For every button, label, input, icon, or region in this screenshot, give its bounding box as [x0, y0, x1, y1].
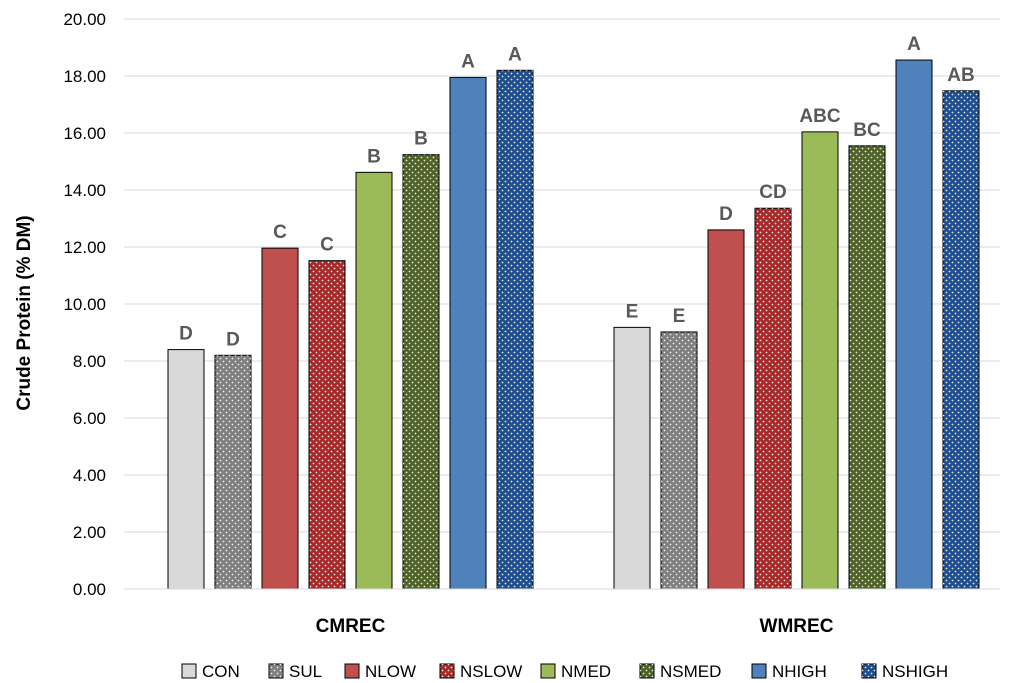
- legend-swatch-pattern-nshigh: [862, 664, 876, 678]
- legend-label-con: CON: [202, 662, 240, 681]
- y-tick-label: 6.00: [73, 409, 106, 428]
- bar-cmrec-nhigh: [449, 76, 487, 590]
- bar-pattern-cmrec-nsmed: [403, 154, 439, 589]
- letter-label-wmrec-nmed: ABC: [799, 106, 840, 127]
- legend-swatch-pattern-sul: [269, 664, 283, 678]
- category-labels: CMREC WMREC: [316, 616, 834, 637]
- letter-label-cmrec-nlow: C: [273, 222, 287, 243]
- y-tick-label: 18.00: [63, 67, 106, 86]
- letter-label-wmrec-con: E: [626, 301, 639, 322]
- y-tick-label: 0.00: [73, 580, 106, 599]
- legend-swatch-nmed: [540, 663, 556, 679]
- legend-swatch-con: [181, 663, 197, 679]
- legend-label-sul: SUL: [289, 662, 322, 681]
- letter-label-wmrec-nslow: CD: [759, 182, 786, 203]
- legend-label-nhigh: NHIGH: [772, 662, 827, 681]
- letter-label-wmrec-nhigh: A: [907, 34, 921, 55]
- letter-label-wmrec-nsmed: BC: [853, 120, 881, 141]
- legend-label-nlow: NLOW: [365, 662, 416, 681]
- legend-swatch-pattern-nslow: [440, 664, 454, 678]
- letter-label-cmrec-nshigh: A: [508, 44, 522, 65]
- significance-letters: D D C C B B A A E E D CD ABC BC A AB: [179, 34, 975, 350]
- bar-pattern-cmrec-nslow: [309, 260, 345, 589]
- y-tick-label: 12.00: [63, 238, 106, 257]
- category-label-wmrec: WMREC: [760, 616, 834, 637]
- bar-pattern-cmrec-sul: [215, 355, 251, 589]
- y-tick-label: 14.00: [63, 181, 106, 200]
- legend: CON SUL NLOW NSLOW NMED NSMED NHIGH NSHIGH: [181, 662, 948, 681]
- y-tick-label: 2.00: [73, 523, 106, 542]
- bar-wmrec-nhigh: [895, 59, 933, 590]
- y-tick-label: 10.00: [63, 295, 106, 314]
- bar-wmrec-nmed: [801, 131, 839, 590]
- bar-cmrec-con: [167, 349, 205, 590]
- letter-label-cmrec-nmed: B: [367, 146, 381, 167]
- letter-label-cmrec-nsmed: B: [414, 129, 428, 150]
- letter-label-wmrec-sul: E: [673, 306, 686, 327]
- bar-pattern-wmrec-nslow: [755, 208, 791, 590]
- bars: [167, 59, 980, 590]
- letter-label-cmrec-con: D: [179, 324, 193, 345]
- legend-label-nsmed: NSMED: [660, 662, 721, 681]
- legend-label-nslow: NSLOW: [460, 662, 522, 681]
- legend-swatch-nhigh: [751, 663, 767, 679]
- legend-label-nmed: NMED: [561, 662, 611, 681]
- y-tick-label: 16.00: [63, 124, 106, 143]
- legend-swatch-nlow: [344, 663, 360, 679]
- letter-label-wmrec-nlow: D: [719, 204, 733, 225]
- y-tick-label: 8.00: [73, 352, 106, 371]
- category-label-cmrec: CMREC: [316, 616, 386, 637]
- bar-pattern-cmrec-nshigh: [497, 70, 533, 590]
- bar-cmrec-nlow: [261, 247, 299, 590]
- bar-wmrec-nlow: [707, 229, 745, 590]
- bar-pattern-wmrec-nsmed: [849, 145, 885, 589]
- bar-pattern-wmrec-sul: [661, 331, 697, 589]
- legend-swatch-pattern-nsmed: [640, 664, 654, 678]
- legend-label-nshigh: NSHIGH: [882, 662, 948, 681]
- y-axis-title: Crude Protein (% DM): [14, 215, 35, 410]
- letter-label-cmrec-nhigh: A: [461, 51, 475, 72]
- bar-wmrec-con: [613, 326, 651, 590]
- bar-pattern-wmrec-nshigh: [943, 90, 979, 589]
- bar-cmrec-nmed: [355, 171, 393, 590]
- letter-label-wmrec-nshigh: AB: [947, 65, 974, 86]
- letter-label-cmrec-sul: D: [226, 329, 240, 350]
- letter-label-cmrec-nslow: C: [320, 235, 334, 256]
- y-axis-ticks: 0.00 2.00 4.00 6.00 8.00 10.00 12.00 14.00 16.00…: [63, 10, 106, 599]
- y-tick-label: 4.00: [73, 466, 106, 485]
- y-tick-label: 20.00: [63, 10, 106, 29]
